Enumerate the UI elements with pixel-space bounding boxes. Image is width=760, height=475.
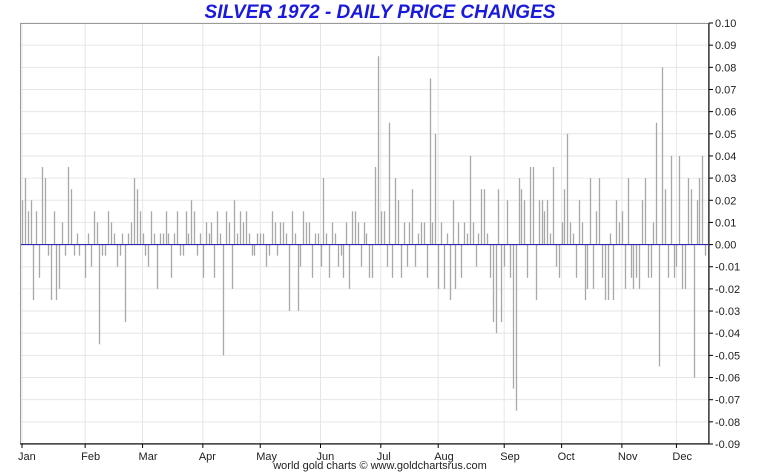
y-tick-label: 0.05 xyxy=(715,129,736,141)
bars xyxy=(21,56,710,411)
chart-title: SILVER 1972 - DAILY PRICE CHANGES xyxy=(204,2,556,23)
x-tick-label: May xyxy=(256,451,277,463)
y-tick-label: -0.03 xyxy=(715,306,740,318)
x-tick-label: Apr xyxy=(199,451,216,463)
y-tick-label: -0.09 xyxy=(715,439,740,451)
x-tick-label: Aug xyxy=(434,451,454,463)
y-tick-label: -0.05 xyxy=(715,350,740,362)
x-tick-label: Jun xyxy=(317,451,335,463)
y-tick-label: 0.09 xyxy=(715,40,736,52)
y-tick-label: 0.03 xyxy=(715,173,736,185)
y-tick-label: 0.10 xyxy=(715,18,736,30)
y-tick-label: -0.06 xyxy=(715,373,740,385)
axes xyxy=(20,22,713,448)
x-tick-label: Jan xyxy=(18,451,36,463)
y-tick-label: 0.02 xyxy=(715,195,736,207)
y-tick-label: -0.04 xyxy=(715,328,740,340)
y-tick-label: 0.00 xyxy=(715,240,736,252)
y-tick-label: -0.08 xyxy=(715,417,740,429)
x-tick-label: Mar xyxy=(139,451,158,463)
y-tick-label: 0.04 xyxy=(715,151,736,163)
y-tick-label: -0.01 xyxy=(715,262,740,274)
y-tick-label: 0.07 xyxy=(715,84,736,96)
y-tick-label: 0.08 xyxy=(715,62,736,74)
y-tick-label: -0.02 xyxy=(715,284,740,296)
chart-footer: world gold charts © www.goldchartsrus.co… xyxy=(273,460,487,472)
y-tick-label: 0.06 xyxy=(715,107,736,119)
tick-labels: 0.10 0.09 0.08 0.07 0.06 0.05 0.04 0.03 0.02 0.01… xyxy=(18,18,740,463)
x-tick-label: Dec xyxy=(672,451,692,463)
x-tick-label: Feb xyxy=(81,451,100,463)
x-tick-label: Nov xyxy=(618,451,638,463)
y-tick-label: -0.07 xyxy=(715,395,740,407)
x-tick-label: Sep xyxy=(500,451,520,463)
x-tick-label: Jul xyxy=(377,451,391,463)
x-tick-label: Oct xyxy=(558,451,575,463)
y-tick-label: 0.01 xyxy=(715,217,736,229)
